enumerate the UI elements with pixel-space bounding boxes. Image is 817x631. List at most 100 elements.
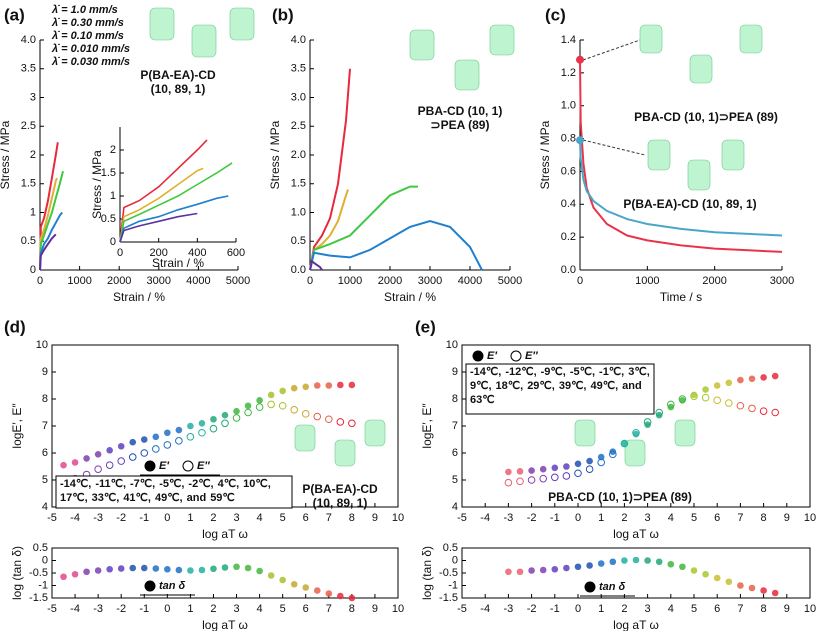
x-tick-label: 4 [257,512,263,524]
x-tick-label: 10 [804,603,816,615]
data-point [106,565,113,573]
data-point [643,418,652,426]
x-tick-label: 6 [714,603,720,615]
data-point [71,570,79,578]
data-point [551,473,559,482]
x-tick-label: 8 [761,603,767,615]
x-tick-label: 3 [645,603,651,615]
data-point [278,401,287,410]
cyclodextrin [687,159,711,191]
temperature-label: -9℃, [541,366,566,378]
y-tick-label: 1.0 [291,206,306,218]
x-tick-label: 3 [233,512,239,524]
x-axis-label: Strain / % [113,290,165,304]
y-tick-label: 0.0 [291,264,306,276]
x-tick-label: 2000 [107,275,131,287]
data-point [301,410,310,418]
temperature-label: -14℃, [470,366,501,378]
data-point [597,453,605,461]
x-tick-label: 8 [761,512,767,524]
data-point [563,564,570,572]
data-point [736,401,745,410]
cyclodextrin [409,29,435,61]
x-tick-label: 10 [804,512,816,524]
y-axis-label: log (tan δ) [420,546,434,600]
legend-entry: E′ [487,350,498,362]
x-tick-label: 2 [621,603,627,615]
data-point [117,442,125,450]
cyclodextrin [721,139,745,171]
y-axis-label: Stress / MPa [90,150,104,219]
data-point [164,429,171,437]
data-point [152,445,160,453]
data-point [748,375,756,383]
x-axis-label: log aT ω [202,618,248,631]
annotation: P(BA-EA)-CD (10, 89, 1) [623,197,756,211]
legend-marker [584,581,596,593]
y-tick-label: 1.4 [561,34,576,46]
data-point [737,376,744,384]
x-tick-label: 0 [117,247,123,259]
x-tick-label: -5 [457,603,467,615]
data-line [579,59,783,253]
data-point [621,440,628,447]
x-axis-label: Time / s [660,290,702,304]
x-tick-label: 1 [598,603,604,615]
data-point [290,406,299,414]
panel-label: (b) [272,5,294,24]
x-tick-label: 0 [307,275,313,287]
legend-entry: λ̇ = 0.30 mm/s [51,17,124,29]
data-line [309,185,418,271]
x-axis-label: log aT ω [202,527,248,541]
x-tick-label: 3000 [418,275,442,287]
x-tick-label: -1 [139,512,149,524]
x-tick-label: 7 [326,512,332,524]
data-point [175,566,183,574]
data-point [290,384,298,392]
plot-frame [461,547,811,599]
x-tick-label: -3 [93,512,103,524]
data-point [221,564,229,571]
x-tick-label: -2 [116,512,126,524]
x-tick-label: 9 [372,512,378,524]
cyclodextrin [294,424,316,452]
temperature-label: 49℃, [591,380,619,392]
data-point [187,422,194,430]
data-point [313,382,321,389]
x-tick-label: 0 [164,603,170,615]
temperature-label: 63℃ [470,394,495,406]
data-point [655,411,663,419]
data-point [210,415,217,423]
y-axis-label: Stress / MPa [268,120,282,189]
data-point [94,451,102,458]
y-tick-label: 2 [110,144,116,156]
x-tick-label: 5 [280,512,286,524]
data-point [325,382,333,389]
y-tick-label: 3 [30,91,36,103]
x-tick-label: -4 [480,603,490,615]
x-tick-label: 0 [575,603,581,615]
temperature-label: 39℃, [559,380,587,392]
x-tick-label: -3 [504,512,514,524]
x-tick-label: 4 [257,603,263,615]
legend-entry: E″ [525,350,538,362]
x-tick-label: 4 [668,512,674,524]
data-point [748,584,756,592]
data-line [579,140,783,237]
x-tick-label: 0 [164,512,170,524]
legend-marker [472,350,484,362]
x-tick-label: 5000 [226,275,250,287]
data-point [233,563,240,571]
data-point [117,565,125,572]
x-tick-label: 1 [187,603,193,615]
data-point [129,438,137,446]
y-tick-label: 0.5 [33,542,48,554]
data-point [620,439,629,448]
data-point [597,458,606,467]
x-tick-label: 5 [691,603,697,615]
legend-marker [144,580,156,592]
cyclodextrin [624,439,646,467]
legend-marker [510,350,522,362]
annotation: PBA-CD (10, 1)⊃PEA (89) [548,490,692,504]
x-tick-label: 10 [392,512,404,524]
